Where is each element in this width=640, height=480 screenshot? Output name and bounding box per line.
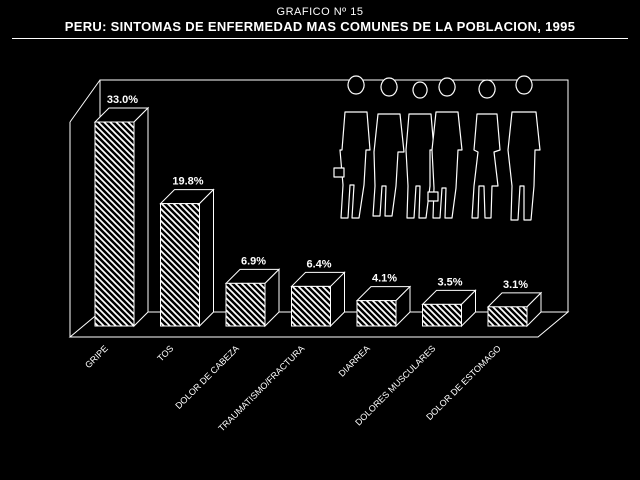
bar	[290, 271, 346, 328]
title-rule	[12, 38, 628, 39]
category-label: DOLOR DE CABEZA	[173, 343, 241, 411]
bar	[421, 289, 477, 328]
value-label: 3.5%	[437, 276, 462, 288]
bar-front	[94, 121, 135, 327]
bar	[159, 188, 215, 328]
chart-title: PERU: SINTOMAS DE ENFERMEDAD MAS COMUNES…	[64, 19, 576, 34]
bar	[355, 285, 412, 328]
bar-side	[199, 188, 214, 328]
category-label: DOLOR DE ESTOMAGO	[424, 343, 503, 422]
value-label: 6.9%	[241, 255, 266, 267]
bar-front	[225, 282, 266, 327]
bar-front	[356, 300, 397, 327]
bar-front	[487, 306, 528, 327]
bar-front	[291, 285, 331, 327]
people-silhouettes-icon	[333, 75, 541, 221]
category-label: DIARREA	[337, 343, 372, 378]
bar	[486, 291, 543, 328]
value-label: 19.8%	[172, 176, 203, 188]
category-label: GRIPE	[83, 343, 110, 370]
chart-left-wall-top	[69, 79, 101, 123]
category-label: TOS	[155, 343, 175, 363]
value-label: 4.1%	[372, 273, 397, 285]
graph-number: GRAFICO Nº 15	[276, 6, 364, 18]
bars	[93, 106, 543, 328]
bar	[224, 268, 281, 328]
bar-side	[133, 106, 149, 328]
bar-front	[422, 303, 462, 327]
value-label: 3.1%	[503, 279, 528, 291]
bar	[93, 106, 150, 328]
value-label: 6.4%	[306, 258, 331, 270]
value-labels: 33.0% 19.8% 6.9% 6.4% 4.1% 3.5% 3.1%	[107, 94, 528, 291]
bar-front	[160, 203, 200, 327]
value-label: 33.0%	[107, 94, 138, 106]
